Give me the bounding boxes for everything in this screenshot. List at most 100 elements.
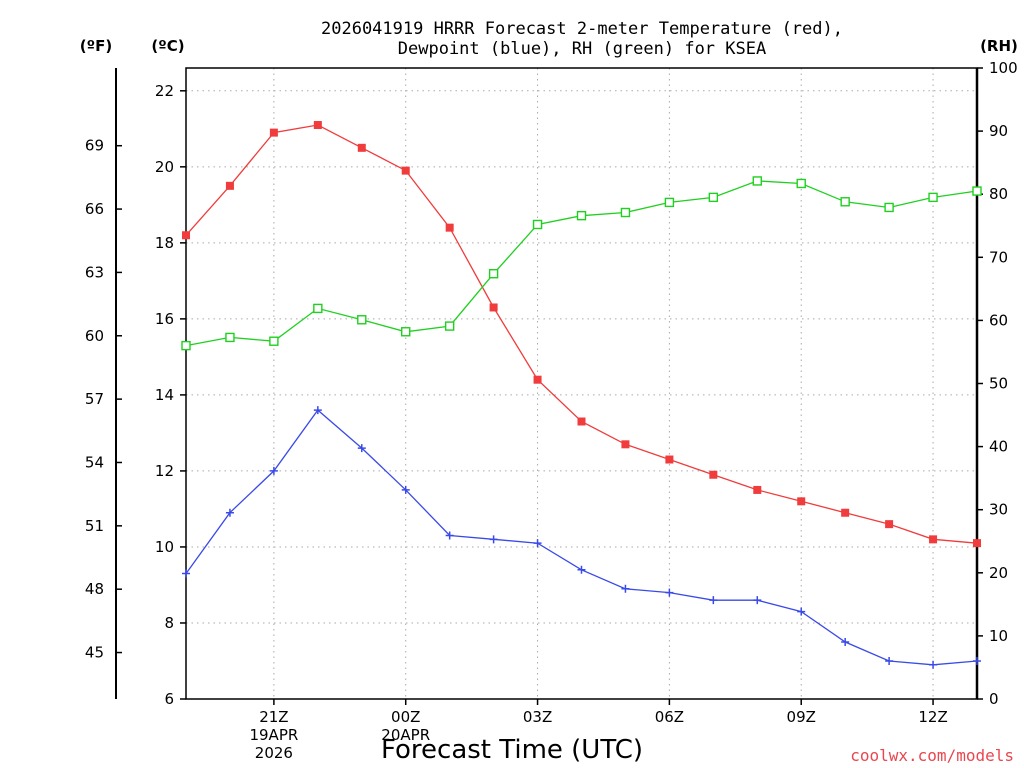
dewpoint-point [621, 584, 630, 593]
celsius-tick-label: 18 [155, 234, 174, 252]
rh-line [185, 180, 978, 347]
celsius-tick-label: 16 [155, 310, 174, 328]
rh-tick-label: 0 [989, 690, 999, 708]
dewpoint-point [357, 444, 366, 453]
temperature-point [182, 231, 190, 240]
dewpoint-point [665, 588, 674, 597]
temperature-point [269, 128, 278, 137]
dewpoint-point [841, 637, 850, 646]
rh-tick-label: 50 [989, 375, 1008, 393]
rh-point [796, 178, 806, 189]
rh-point [313, 303, 323, 314]
time-tick-label: 06Z [655, 708, 684, 726]
fahrenheit-tick-label: 63 [85, 263, 104, 281]
temperature-point [401, 166, 410, 175]
time-tick-label: 09Z [787, 708, 816, 726]
rh-point [357, 315, 367, 325]
rh-tick-label: 80 [989, 185, 1008, 203]
celsius-unit-label: (ºC) [151, 37, 184, 55]
rh-point [972, 186, 982, 196]
temperature-point [841, 508, 850, 517]
rh-point [225, 332, 235, 343]
temperature-point [357, 143, 366, 152]
rh-point [532, 219, 543, 230]
rh-tick-label: 100 [989, 59, 1018, 77]
grid-lines [186, 68, 977, 699]
rh-point [928, 192, 938, 203]
time-tick-label: 00Z [391, 708, 420, 726]
temperature-point [313, 121, 322, 130]
dewpoint-point [225, 508, 234, 517]
rh-point [664, 197, 675, 208]
fahrenheit-tick-label: 45 [85, 644, 104, 662]
celsius-tick-label: 14 [155, 386, 174, 404]
celsius-tick-label: 10 [155, 538, 174, 556]
temperature-point [929, 535, 938, 544]
celsius-tick-label: 20 [155, 158, 174, 176]
dewpoint-point [973, 656, 981, 665]
rh-tick-label: 70 [989, 248, 1008, 266]
rh-tick-label: 10 [989, 627, 1008, 645]
rh-point [576, 210, 587, 221]
celsius-tick-label: 22 [155, 82, 174, 100]
time-tick-label: 21Z [259, 708, 288, 726]
temperature-point [885, 520, 894, 529]
fahrenheit-tick-label: 57 [85, 390, 104, 408]
temperature-point [577, 417, 586, 426]
chart-title-line-2: Dewpoint (blue), RH (green) for KSEA [398, 39, 766, 59]
fahrenheit-tick-label: 51 [85, 517, 104, 535]
rh-point [840, 197, 850, 207]
rh-tick-label: 30 [989, 501, 1008, 519]
temperature-line [185, 124, 978, 544]
dewpoint-point [313, 406, 322, 415]
rh-point [269, 336, 279, 346]
time-tick-label: 2026 [255, 744, 293, 762]
celsius-tick-label: 6 [164, 690, 174, 708]
celsius-tick-label: 12 [155, 462, 174, 480]
fahrenheit-unit-label: (ºF) [80, 37, 112, 55]
temperature-point [665, 455, 674, 464]
fahrenheit-tick-label: 69 [85, 137, 104, 155]
temperature-point [533, 375, 542, 384]
temperature-point [489, 303, 498, 312]
rh-tick-label: 60 [989, 311, 1008, 329]
dewpoint-point [533, 539, 542, 548]
series-layer [181, 121, 982, 669]
dewpoint-point [401, 485, 410, 494]
x-axis-label: Forecast Time (UTC) [381, 735, 643, 765]
dewpoint-point [885, 656, 894, 665]
rh-tick-label: 20 [989, 564, 1008, 582]
temperature-point [973, 539, 981, 548]
time-tick-label: 12Z [918, 708, 947, 726]
dewpoint-point [709, 596, 718, 605]
source-credit: coolwx.com/models [850, 746, 1014, 765]
time-tick-label: 20APR [381, 726, 430, 744]
temperature-point [225, 181, 234, 190]
chart-title-line-1: 2026041919 HRRR Forecast 2-meter Tempera… [321, 19, 843, 39]
temperature-point [621, 440, 630, 449]
fahrenheit-tick-label: 48 [85, 580, 104, 598]
temperature-point [709, 470, 718, 479]
rh-point [488, 269, 499, 279]
dewpoint-point [445, 531, 454, 540]
temperature-point [445, 223, 454, 232]
dewpoint-point [489, 535, 498, 544]
rh-axis: 0 10 20 30 40 50 60 70 80 90 100 [977, 59, 1018, 708]
rh-point [444, 321, 455, 331]
rh-point [401, 327, 411, 337]
dewpoint-point [753, 596, 762, 605]
dewpoint-point [577, 565, 586, 574]
dewpoint-point [929, 660, 938, 669]
rh-tick-label: 90 [989, 122, 1008, 140]
dewpoint-line [185, 409, 978, 666]
time-tick-label: 03Z [523, 708, 552, 726]
fahrenheit-tick-label: 60 [85, 327, 104, 345]
fahrenheit-axis: 45 48 51 54 57 60 63 66 69 [85, 137, 122, 662]
rh-point [752, 176, 762, 186]
dewpoint-point [182, 569, 190, 578]
time-tick-label: 19APR [249, 726, 298, 744]
temperature-point [753, 485, 762, 494]
dewpoint-point [797, 607, 806, 616]
